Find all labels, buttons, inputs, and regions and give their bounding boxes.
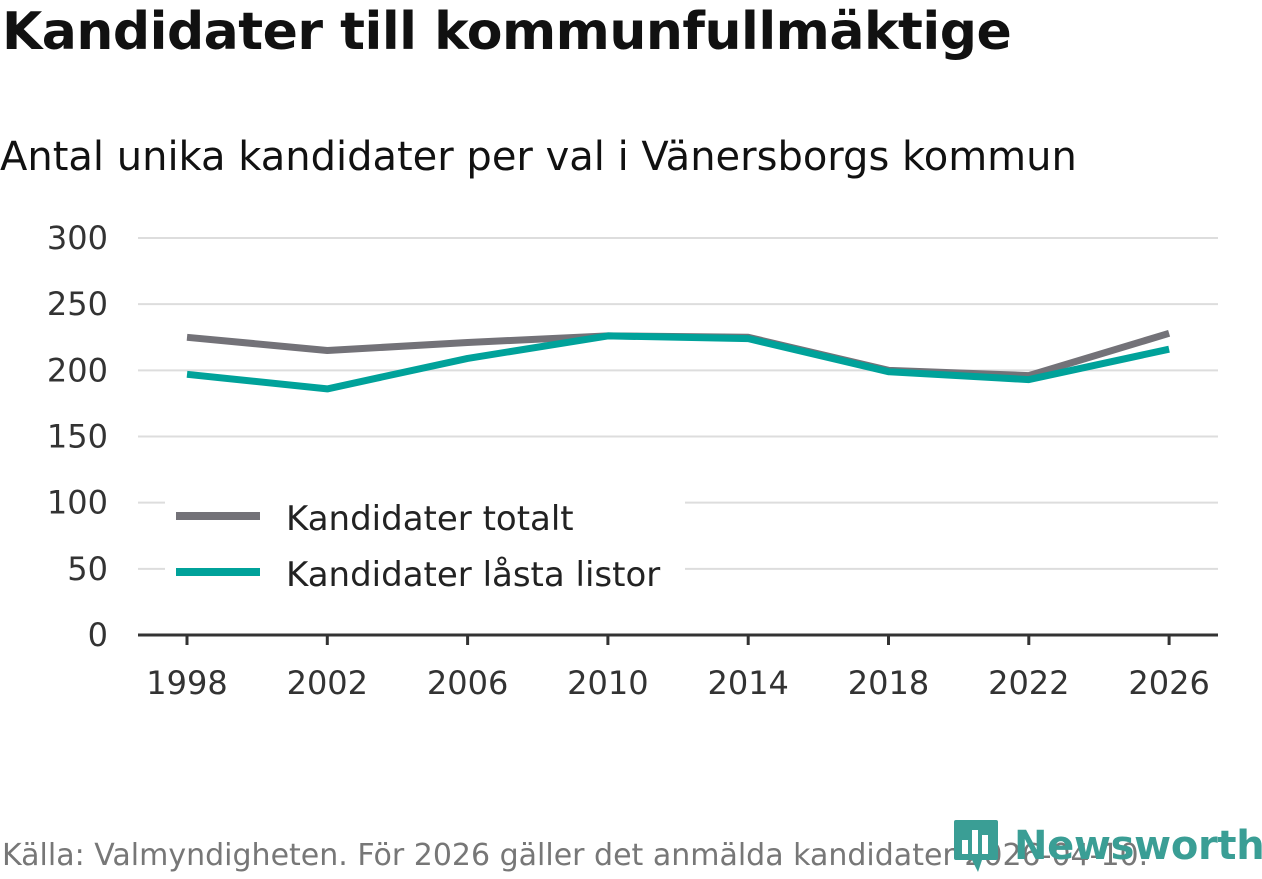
series-line-kandidater-lasta-listor	[186, 332, 1170, 393]
brand-name: Newsworthy	[1014, 823, 1262, 869]
x-tick-label: 2002	[287, 664, 368, 702]
x-tick-label: 1998	[146, 664, 227, 702]
legend: Kandidater totalt Kandidater låsta listor	[165, 488, 685, 606]
y-tick-label: 150	[47, 418, 108, 456]
y-tick-label: 50	[67, 550, 108, 588]
legend-background	[165, 488, 685, 606]
y-tick-label: 100	[47, 484, 108, 522]
chart-title: Kandidater till kommunfullmäktige	[2, 2, 1012, 62]
x-tick-label: 2010	[567, 664, 648, 702]
x-tick-label: 2006	[427, 664, 508, 702]
legend-label: Kandidater totalt	[286, 499, 574, 539]
y-tick-label: 250	[47, 285, 108, 323]
x-tick-label: 2022	[988, 664, 1069, 702]
brand-logo: Newsworthy	[952, 818, 1262, 874]
x-tick-label: 2018	[848, 664, 929, 702]
x-tick-label: 2014	[707, 664, 788, 702]
y-axis-ticks: 0 50 100 150 200 250 300	[47, 219, 108, 654]
x-tick-label: 2026	[1128, 664, 1209, 702]
legend-label: Kandidater låsta listor	[286, 555, 660, 595]
newsworthy-logo-icon	[954, 820, 998, 872]
y-tick-label: 0	[88, 616, 108, 654]
series-lines	[186, 329, 1171, 393]
y-tick-label: 300	[47, 219, 108, 257]
y-tick-label: 200	[47, 351, 108, 389]
chart-subtitle: Antal unika kandidater per val i Vänersb…	[0, 134, 1077, 180]
x-axis: 1998 2002 2006 2010 2014 2018 2022 2026	[138, 633, 1218, 702]
